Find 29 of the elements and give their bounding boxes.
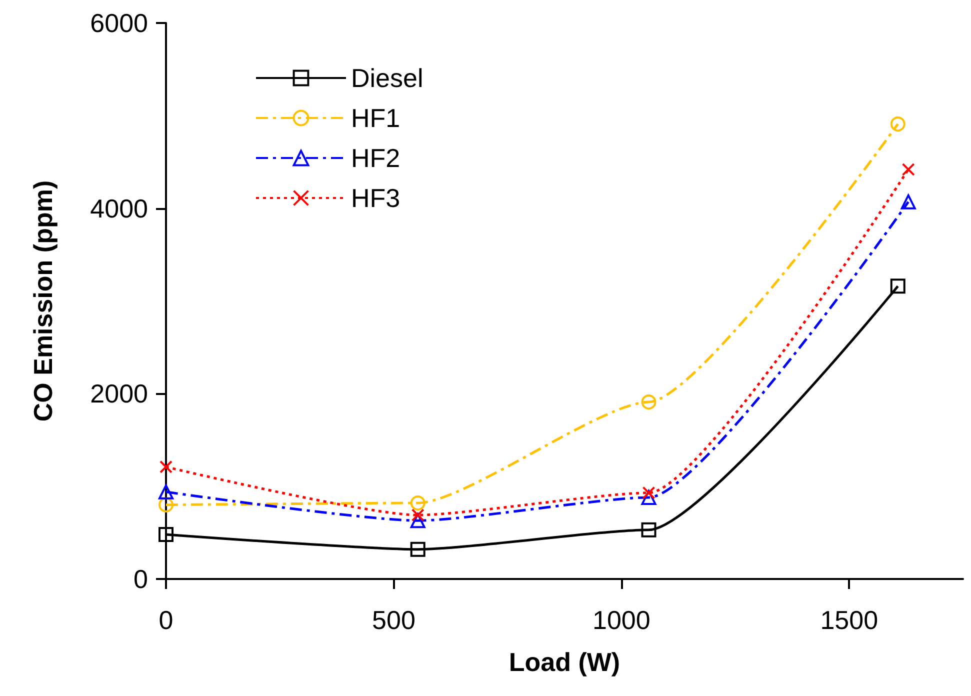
legend-label: HF2	[351, 143, 400, 173]
point	[410, 496, 426, 511]
point	[410, 542, 426, 557]
x-tick-label: 1500	[820, 605, 878, 635]
point	[641, 490, 656, 505]
point	[642, 486, 656, 500]
point	[158, 484, 174, 500]
legend-label: HF1	[351, 103, 400, 133]
point	[890, 278, 906, 294]
x-tick-label: 1000	[592, 605, 650, 635]
x-axis-title: Load (W)	[508, 647, 620, 677]
x-tick-label: 0	[158, 605, 174, 635]
y-tick-label: 0	[134, 564, 148, 594]
y-tick-label: 6000	[90, 8, 148, 38]
legend-label: Diesel	[351, 63, 424, 93]
point	[902, 162, 915, 176]
y-axis-title: CO Emission (ppm)	[28, 180, 58, 422]
y-tick-label: 2000	[90, 378, 148, 409]
x-tick-label: 500	[372, 605, 416, 635]
point	[158, 527, 174, 542]
point	[410, 513, 426, 528]
point	[641, 522, 656, 538]
point	[160, 460, 172, 474]
point	[900, 194, 916, 210]
legend-label: HF3	[351, 183, 400, 213]
y-tick-label: 4000	[90, 193, 148, 224]
point	[641, 394, 656, 410]
point	[158, 497, 174, 512]
point	[890, 116, 906, 132]
